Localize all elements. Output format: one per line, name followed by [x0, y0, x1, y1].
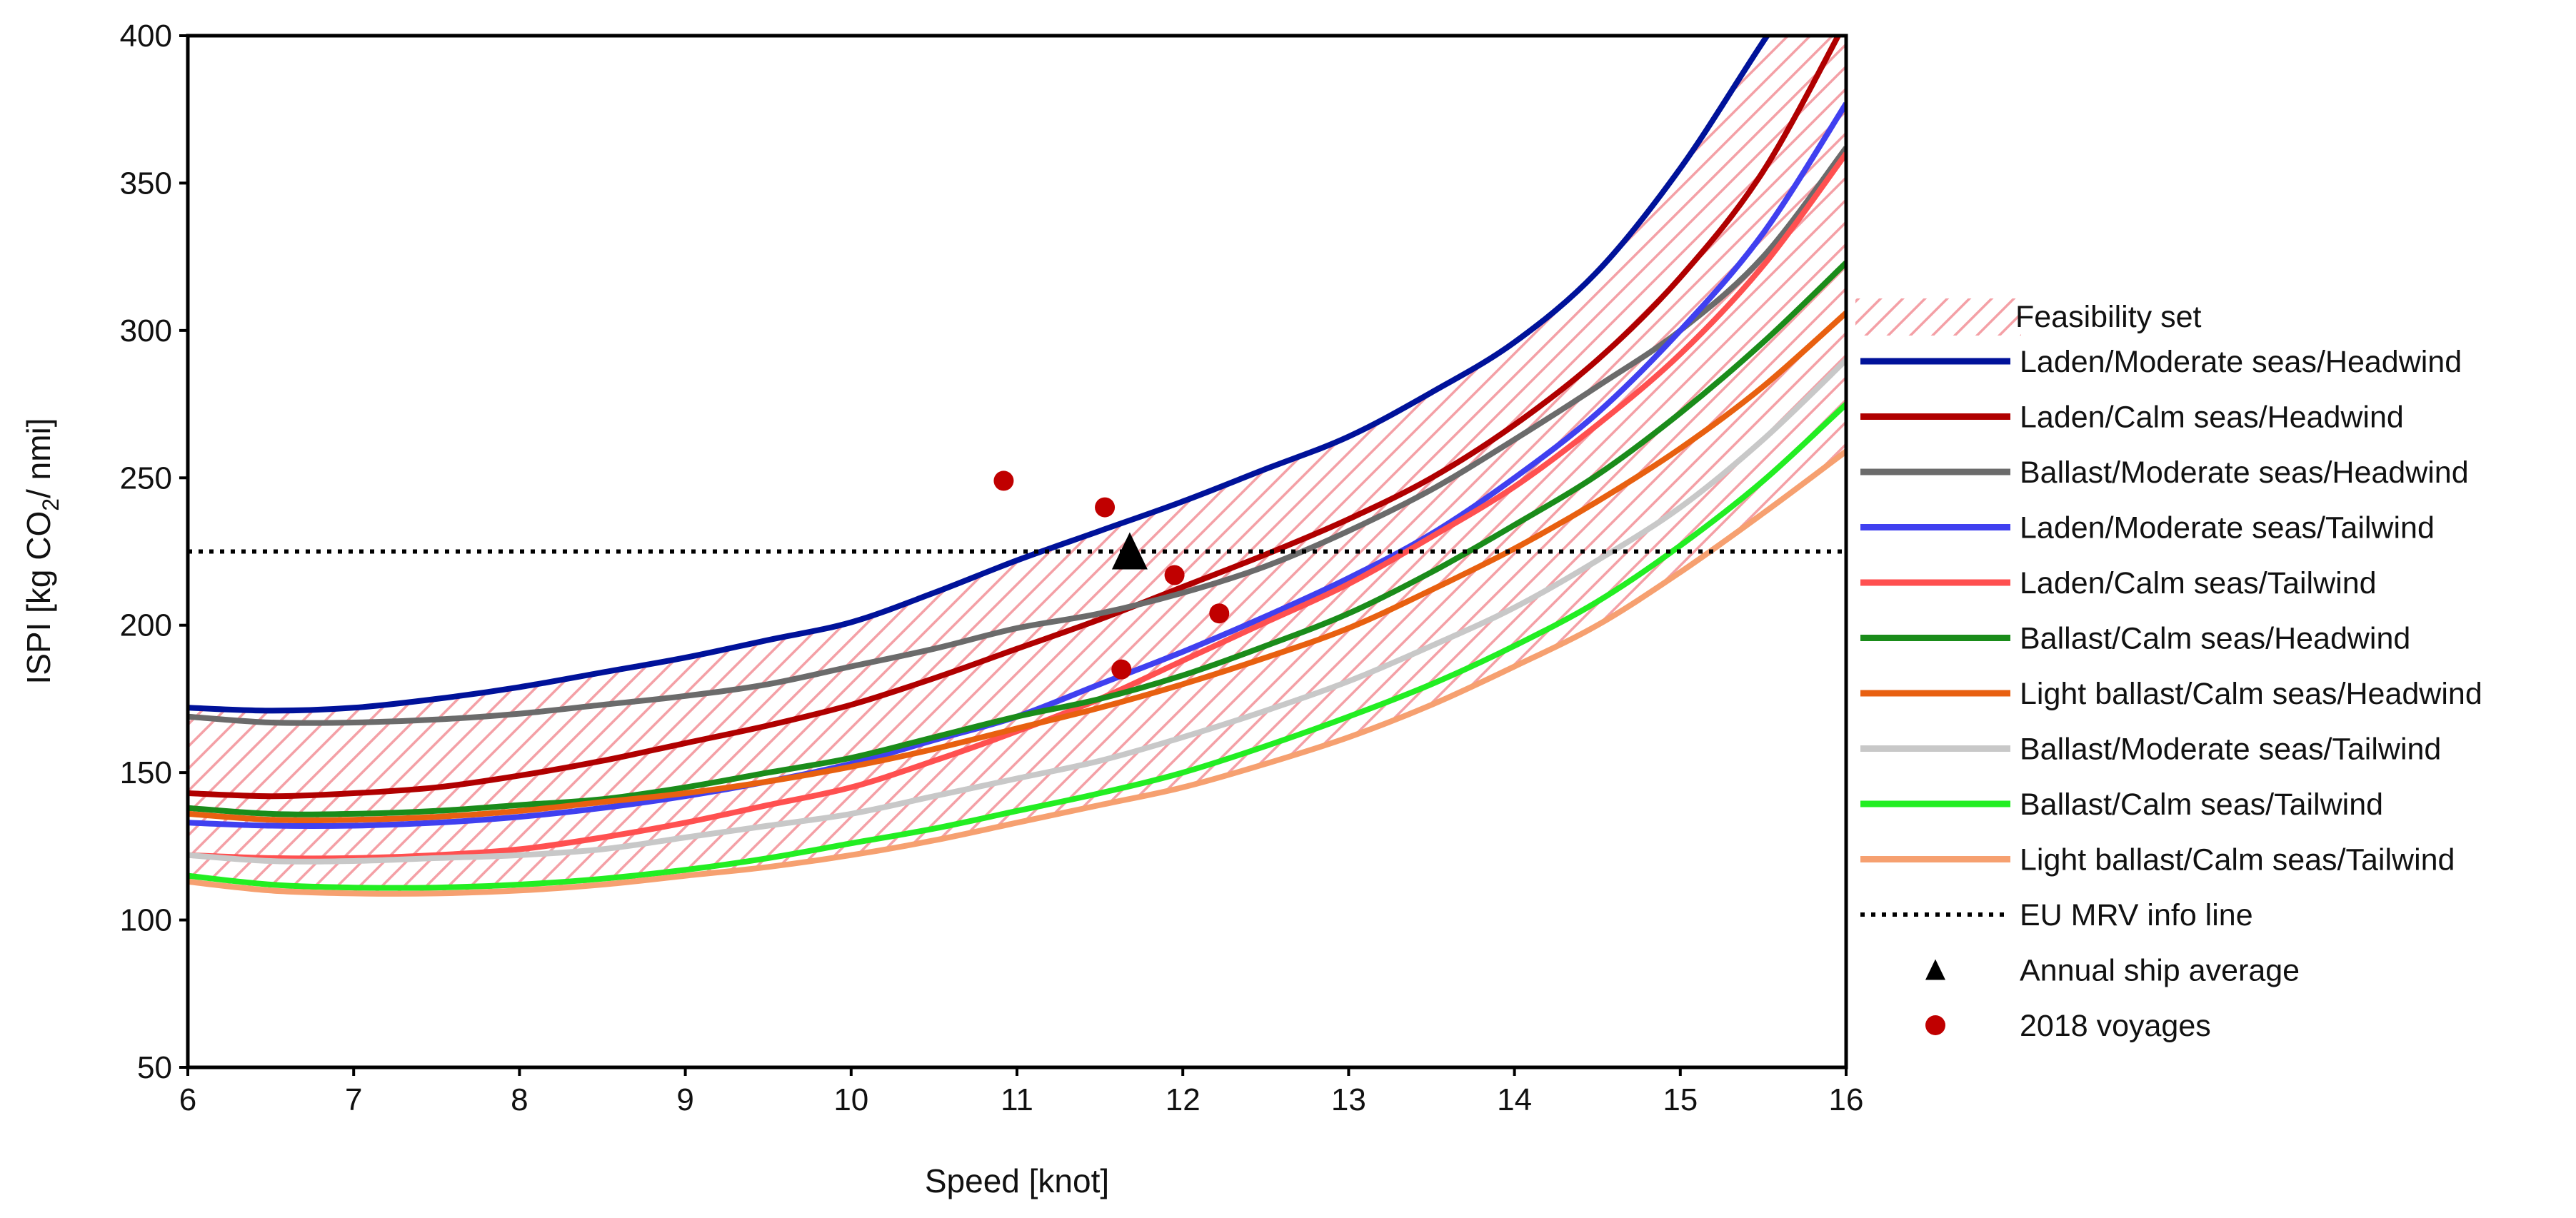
- x-axis-title: Speed [knot]: [925, 1162, 1109, 1199]
- legend-feasibility-label: Feasibility set: [2015, 300, 2202, 334]
- legend: Feasibility set Laden/Moderate seas/Head…: [1855, 298, 2482, 1043]
- y-tick-label: 350: [120, 166, 172, 201]
- voyage-point: [1209, 603, 1230, 624]
- series-line-laden-moderate-seas-headwind: [188, 36, 1771, 714]
- legend-label-ballast-calm-seas-headwind: Ballast/Calm seas/Headwind: [2020, 622, 2410, 656]
- series-line-laden-moderate-seas-tailwind: [188, 101, 1846, 829]
- voyage-point: [1111, 659, 1132, 680]
- y-tick-label: 50: [137, 1050, 172, 1085]
- y-tick-label: 200: [120, 608, 172, 643]
- legend-label-light-ballast-calm-seas-tailwind: Light ballast/Calm seas/Tailwind: [2020, 843, 2455, 877]
- feasibility-set-area: [188, 36, 1846, 894]
- y-tick-label: 150: [120, 755, 172, 790]
- legend-label-light-ballast-calm-seas-headwind: Light ballast/Calm seas/Headwind: [2020, 677, 2482, 711]
- y-tick-label: 300: [120, 313, 172, 348]
- x-tick-label: 12: [1166, 1082, 1201, 1117]
- legend-label-ballast-calm-seas-tailwind: Ballast/Calm seas/Tailwind: [2020, 787, 2383, 822]
- annual-average-marker: [1111, 532, 1148, 570]
- legend-label-laden-calm-seas-headwind: Laden/Calm seas/Headwind: [2020, 401, 2404, 435]
- legend-swatch-2018-voyages: [1925, 1015, 1945, 1035]
- x-tick-label: 11: [1001, 1082, 1033, 1117]
- legend-label-laden-moderate-seas-tailwind: Laden/Moderate seas/Tailwind: [2020, 511, 2435, 545]
- legend-label-ballast-moderate-seas-tailwind: Ballast/Moderate seas/Tailwind: [2020, 733, 2441, 767]
- voyage-points: [993, 470, 1230, 680]
- series-lines: [188, 36, 1846, 897]
- x-tick-label: 13: [1331, 1082, 1366, 1117]
- x-axis: 6 7 8 9 10 11 12 13 14 15 16: [179, 1067, 1864, 1117]
- x-tick-label: 9: [676, 1082, 693, 1117]
- legend-label-ballast-moderate-seas-headwind: Ballast/Moderate seas/Headwind: [2020, 456, 2469, 490]
- legend-label-laden-moderate-seas-headwind: Laden/Moderate seas/Headwind: [2020, 345, 2462, 379]
- x-tick-label: 8: [511, 1082, 528, 1117]
- legend-feasibility-swatch: [1855, 298, 2021, 336]
- voyage-point: [1095, 497, 1116, 518]
- series-line-ballast-moderate-seas-tailwind: [188, 358, 1846, 865]
- series-line-light-ballast-calm-seas-tailwind: [188, 448, 1846, 897]
- y-axis-title: ISPI [kg CO2/ nmi]: [20, 418, 64, 684]
- series-line-ballast-calm-seas-tailwind: [188, 402, 1846, 891]
- legend-label-2018-voyages: 2018 voyages: [2020, 1009, 2211, 1043]
- series-line-laden-calm-seas-headwind: [188, 36, 1842, 800]
- voyage-point: [993, 470, 1014, 491]
- x-tick-label: 10: [833, 1082, 868, 1117]
- legend-swatch-annual-average: [1925, 959, 1945, 980]
- y-axis: 50 100 150 200 250 300 350 400: [120, 19, 188, 1085]
- x-tick-label: 6: [179, 1082, 196, 1117]
- series-line-ballast-calm-seas-headwind: [188, 261, 1846, 817]
- y-tick-label: 100: [120, 903, 172, 938]
- y-tick-label: 250: [120, 460, 172, 495]
- y-tick-label: 400: [120, 19, 172, 54]
- x-tick-label: 16: [1829, 1082, 1864, 1117]
- x-tick-label: 15: [1663, 1082, 1698, 1117]
- series-line-light-ballast-calm-seas-headwind: [188, 311, 1846, 824]
- x-tick-label: 7: [345, 1082, 362, 1117]
- legend-label-eu-mrv-info-line: EU MRV info line: [2020, 898, 2253, 932]
- series-line-ballast-moderate-seas-headwind: [188, 146, 1846, 726]
- plot-area: [186, 34, 1848, 1069]
- x-tick-label: 14: [1497, 1082, 1532, 1117]
- voyage-point: [1164, 565, 1185, 585]
- legend-label-laden-calm-seas-tailwind: Laden/Calm seas/Tailwind: [2020, 566, 2377, 600]
- legend-label-annual-average: Annual ship average: [2020, 954, 2300, 988]
